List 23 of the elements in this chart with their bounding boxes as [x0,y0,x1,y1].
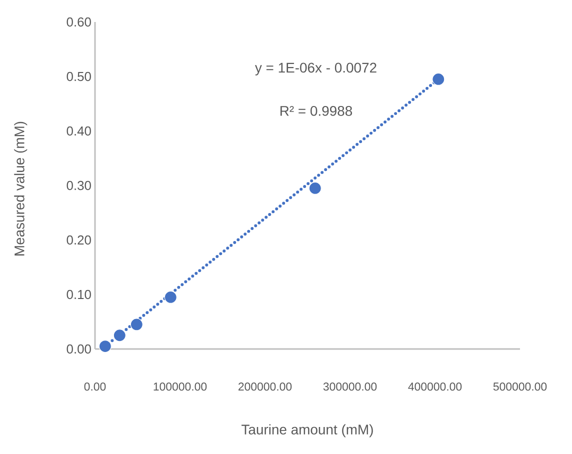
x-axis-title: Taurine amount (mM) [242,424,373,438]
y-tick-label: 0.10 [66,290,91,300]
y-tick-label: 0.20 [66,235,91,245]
x-tick-label: 0.00 [84,382,106,391]
annotation: R² = 0.9988 [280,106,352,116]
point [98,340,112,353]
x-tick-label: 100000.00 [154,382,207,391]
y-tick-label: 0.50 [66,72,91,82]
y-tick-label: 0.40 [66,126,91,136]
point [308,182,322,195]
y-tick-label: 0.00 [66,344,91,354]
x-tick-label: 200000.00 [238,382,292,391]
x-tick-label: 400000.00 [408,382,462,391]
y-axis-title: Measured value (mM) [14,122,28,256]
y-tick-label: 0.60 [66,17,91,27]
point [432,72,445,86]
point [113,329,126,342]
x-tick-label: 500000.00 [493,382,547,391]
point [164,290,177,304]
x-tick-label: 300000.00 [323,382,377,391]
point [130,318,143,331]
annotation: y = 1E-06x - 0.0072 [254,62,376,76]
y-tick-label: 0.30 [66,180,91,190]
